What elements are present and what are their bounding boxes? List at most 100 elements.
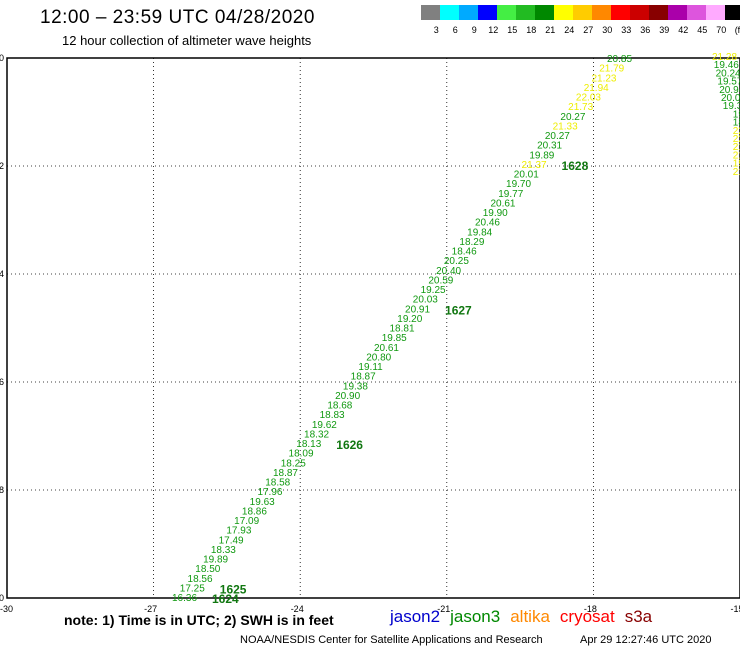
latitude-tick-label: 40: [0, 53, 4, 63]
wave-height-reading: 17.09: [234, 516, 259, 527]
corner-longitude-label: -30: [0, 604, 13, 614]
wave-height-reading: 19.63: [250, 497, 275, 508]
scale-swatch: [706, 5, 725, 20]
pass-time-label: 1628: [562, 159, 589, 173]
scale-swatch: [649, 5, 668, 20]
wave-height-reading: 19.85: [382, 333, 407, 344]
wave-height-reading: 19.70: [506, 179, 531, 190]
wave-height-reading: 21.23: [591, 73, 616, 84]
footer-note: note: 1) Time is in UTC; 2) SWH is in fe…: [64, 612, 334, 628]
edge-wave-height-reading: 21.28: [712, 52, 737, 63]
edge-wave-height-reading: 21: [733, 142, 740, 153]
wave-height-reading: 18.83: [320, 410, 345, 421]
pass-time-label: 1625: [220, 582, 247, 596]
scale-label: 27: [583, 25, 593, 35]
scale-swatch: [478, 5, 497, 20]
latitude-tick-label: 48: [0, 485, 4, 495]
wave-height-reading: 20.61: [374, 343, 399, 354]
scale-label: 15: [507, 25, 517, 35]
wave-height-reading: 21.73: [568, 102, 593, 113]
edge-wave-height-reading: 22: [733, 134, 740, 145]
scale-label: 45: [697, 25, 707, 35]
wave-height-reading: 20.27: [545, 131, 570, 142]
scale-swatch: [630, 5, 649, 20]
page-title: 12:00 – 23:59 UTC 04/28/2020: [40, 7, 315, 28]
wave-height-reading: 20.27: [560, 112, 585, 123]
wave-height-reading: 17.96: [257, 487, 282, 498]
wave-height-reading: 19.38: [343, 381, 368, 392]
latitude-tick-label: 42: [0, 161, 4, 171]
latitude-tick-label: 46: [0, 377, 4, 387]
scale-label: 36: [640, 25, 650, 35]
latitude-tick-label: 50: [0, 593, 4, 603]
scale-swatch: [725, 5, 740, 20]
edge-wave-height-reading: 19.3: [723, 101, 740, 112]
wave-height-reading: 22.03: [576, 93, 601, 104]
scale-swatch: [516, 5, 535, 20]
wave-height-reading: 20.59: [428, 275, 453, 286]
wave-height-reading: 21.37: [522, 160, 547, 171]
wave-height-reading: 19.11: [358, 362, 383, 373]
pass-time-label: 1626: [336, 438, 363, 452]
wave-height-reading: 21.94: [584, 83, 609, 94]
satellite-legend-s3a: s3a: [624, 607, 653, 626]
satellite-legend-jason3: jason3: [450, 607, 501, 626]
edge-wave-height-reading: 19.46: [714, 60, 739, 71]
edge-wave-height-reading: 21: [733, 150, 740, 161]
wave-height-reading: 20.40: [436, 266, 461, 277]
scale-label: 33: [621, 25, 631, 35]
scale-label: 21: [545, 25, 555, 35]
wave-height-reading: 18.81: [390, 324, 415, 335]
edge-wave-height-reading: 22: [733, 126, 740, 137]
edge-wave-height-reading: 20.24: [716, 68, 740, 79]
credit-text: NOAA/NESDIS Center for Satellite Applica…: [240, 634, 543, 646]
longitude-tick-label: -15: [730, 604, 740, 614]
wave-height-reading: 18.58: [265, 478, 290, 489]
scale-swatch: [668, 5, 687, 20]
wave-height-reading: 18.13: [296, 439, 321, 450]
longitude-tick-label: -21: [437, 604, 450, 614]
pass-time-label: 1624: [212, 592, 239, 606]
satellite-legend-cryosat: cryosat: [559, 607, 615, 626]
wave-height-reading: 19.90: [483, 208, 508, 219]
satellite-legend-jason2: jason2: [390, 607, 441, 626]
longitude-tick-label: -27: [144, 604, 157, 614]
wave-height-reading: 17.93: [226, 526, 251, 537]
scale-label: 12: [488, 25, 498, 35]
scale-label: 39: [659, 25, 669, 35]
scale-swatch: [535, 5, 554, 20]
wave-height-reading: 20.61: [490, 198, 515, 209]
wave-height-reading: 20.80: [366, 352, 391, 363]
wave-height-reading: 19.84: [467, 227, 492, 238]
wave-height-reading: 18.33: [211, 545, 236, 556]
edge-wave-height-reading: 19: [733, 109, 740, 120]
pass-time-label: 1627: [445, 303, 472, 317]
scale-label: 24: [564, 25, 574, 35]
wave-height-reading: 19.89: [529, 150, 554, 161]
scale-swatch: [611, 5, 630, 20]
wave-height-reading: 18.46: [452, 247, 477, 258]
scale-label: 6: [453, 25, 458, 35]
wave-height-reading: 19.89: [203, 555, 228, 566]
wave-height-reading: 20.46: [475, 218, 500, 229]
wave-height-reading: 18.56: [188, 574, 213, 585]
wave-height-reading: 20.85: [607, 54, 632, 65]
wave-height-reading: 18.87: [273, 468, 298, 479]
scale-label: 30: [602, 25, 612, 35]
satellite-legend: jason2 jason3 altika cryosat s3a: [390, 607, 662, 627]
wave-height-reading: 18.50: [195, 564, 220, 575]
wave-height-reading: 19.25: [421, 285, 446, 296]
scale-swatch: [497, 5, 516, 20]
generated-timestamp: Apr 29 12:27:46 UTC 2020: [580, 634, 712, 646]
wave-height-reading: 20.91: [405, 304, 430, 315]
wave-height-reading: 20.31: [537, 141, 562, 152]
scale-label: 18: [526, 25, 536, 35]
page-subtitle: 12 hour collection of altimeter wave hei…: [62, 33, 312, 48]
wave-height-reading: 18.29: [459, 237, 484, 248]
wave-height-reading: 18.87: [351, 372, 376, 383]
scale-label: 70: [716, 25, 726, 35]
wave-height-reading: 21.79: [599, 64, 624, 75]
wave-height-reading: 21.33: [553, 121, 578, 132]
